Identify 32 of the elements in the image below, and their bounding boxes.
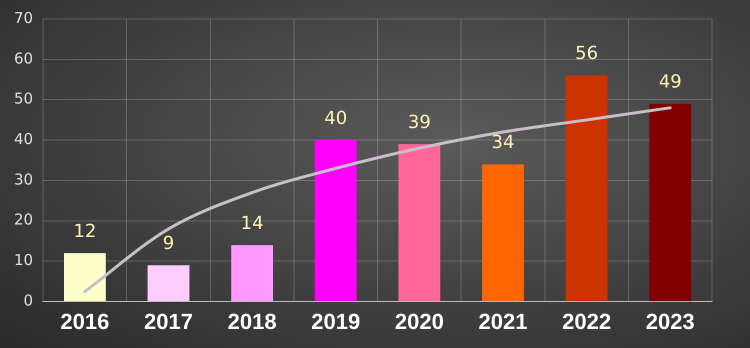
data-label: 49 xyxy=(658,71,682,92)
data-label: 56 xyxy=(575,43,598,64)
data-label: 34 xyxy=(492,132,514,154)
x-tick-label: 2021 xyxy=(478,308,528,334)
data-label: 12 xyxy=(73,220,96,242)
y-tick-label: 60 xyxy=(14,49,34,68)
bar xyxy=(398,144,440,302)
y-tick-label: 10 xyxy=(14,251,34,270)
bar xyxy=(482,164,524,302)
y-tick-label: 20 xyxy=(14,210,34,229)
bar xyxy=(649,104,692,302)
x-tick-label: 2016 xyxy=(60,308,110,334)
data-label: 39 xyxy=(408,112,431,133)
y-tick-label: 70 xyxy=(14,8,34,27)
y-tick-label: 30 xyxy=(14,170,34,188)
bar xyxy=(64,253,106,302)
x-tick-label: 2020 xyxy=(394,308,444,334)
y-tick-label: 50 xyxy=(14,90,34,108)
y-tick-label: 0 xyxy=(24,291,34,310)
x-tick-label: 2017 xyxy=(144,308,193,334)
x-tick-label: 2022 xyxy=(562,308,612,334)
bar xyxy=(566,76,608,302)
x-tick-label: 2023 xyxy=(646,308,695,334)
data-label: 14 xyxy=(240,212,264,234)
y-tick-label: 40 xyxy=(14,130,34,148)
data-label: 40 xyxy=(324,108,348,129)
data-label: 9 xyxy=(162,232,174,254)
bar xyxy=(314,140,357,302)
bar xyxy=(231,245,274,302)
x-tick-label: 2018 xyxy=(228,308,277,334)
bar xyxy=(148,265,190,302)
x-tick-label: 2019 xyxy=(311,308,360,334)
